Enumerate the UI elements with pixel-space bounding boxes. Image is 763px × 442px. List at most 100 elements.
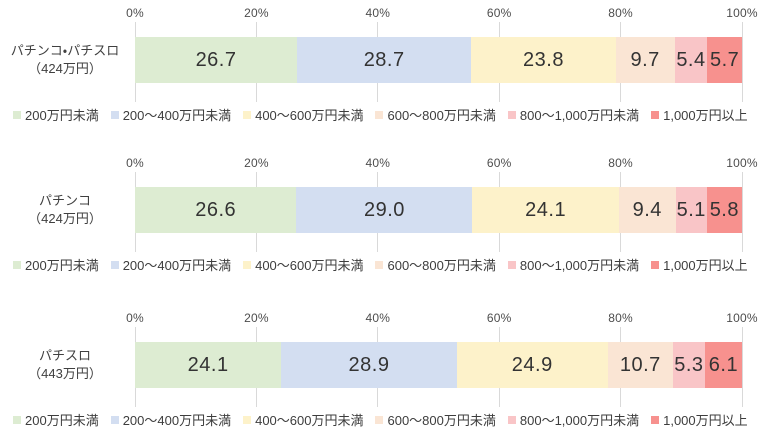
axis-tick-label: 0% xyxy=(126,156,144,170)
legend-item-under-200: 200万円未満 xyxy=(13,105,99,124)
segment-value: 10.7 xyxy=(619,353,661,376)
axis-tick-label: 20% xyxy=(244,6,269,20)
bar-segment-over-1000: 6.1 xyxy=(704,342,742,388)
bar-segment-400-600: 24.9 xyxy=(456,342,608,388)
legend-swatch-icon xyxy=(13,110,21,119)
plot-area: 0% 20% 40% 60% 80% 100% 26.6 29.0 24.1 9.4 5.1 5.8 xyxy=(126,150,758,252)
legend: 200万円未満 200～400万円未満 400～600万円未満 600～800万円未満… xyxy=(13,105,761,124)
axis-tick-label: 100% xyxy=(726,6,758,20)
plot-area: 0% 20% 40% 60% 80% 100% 26.7 28.7 23.8 9.7 5.4 5.7 xyxy=(126,0,758,102)
legend-item-under-200: 200万円未満 xyxy=(13,255,99,274)
segment-value: 24.9 xyxy=(511,353,553,376)
legend-swatch-icon xyxy=(110,260,119,269)
legend-swatch-icon xyxy=(651,415,660,424)
bar-segment-over-1000: 5.8 xyxy=(706,187,742,233)
bar-segment-200-400: 28.7 xyxy=(297,37,472,83)
legend-swatch-icon xyxy=(243,110,252,119)
legend-label: 400～600万円未満 xyxy=(255,258,364,273)
bar-segment-600-800: 9.4 xyxy=(618,187,676,233)
legend-item-600-800: 600～800万円未満 xyxy=(375,410,496,429)
legend-swatch-icon xyxy=(13,415,21,424)
row-label-name: パチンコ・パチスロ xyxy=(10,42,120,58)
legend-swatch-icon xyxy=(507,415,516,424)
legend-swatch-icon xyxy=(507,260,516,269)
segment-value: 23.8 xyxy=(523,48,564,71)
chart-block-2: 0% 20% 40% 60% 80% 100% 26.6 29.0 24.1 9.4 5.1 5.8 パ… xyxy=(0,150,763,287)
legend-swatch-icon xyxy=(375,415,384,424)
legend-swatch-icon xyxy=(110,415,119,424)
gridline xyxy=(741,172,743,252)
axis-tick-label: 60% xyxy=(486,311,512,325)
row-label: パチスロ （443万円） xyxy=(0,342,130,388)
bar-segment-800-1000: 5.4 xyxy=(674,37,708,83)
legend-item-200-400: 200～400万円未満 xyxy=(110,410,232,429)
axis-tick-label: 20% xyxy=(244,156,269,170)
legend-swatch-icon xyxy=(375,260,384,269)
legend-item-400-600: 400～600万円未満 xyxy=(243,255,363,274)
legend-label: 200～400万円未満 xyxy=(122,258,232,273)
axis-tick-label: 0% xyxy=(126,6,144,20)
row-label-income: （424万円） xyxy=(28,61,102,76)
axis-tick-label: 100% xyxy=(726,156,758,170)
legend-label: 800～1,000万円未満 xyxy=(519,258,640,273)
legend-item-800-1000: 800～1,000万円未満 xyxy=(507,105,640,124)
legend-label: 200～400万円未満 xyxy=(122,108,232,123)
bar-segment-800-1000: 5.1 xyxy=(675,187,707,233)
legend-label: 800～1,000万円未満 xyxy=(519,108,640,123)
axis-tick-label: 40% xyxy=(365,156,391,170)
row-label-income: （443万円） xyxy=(28,366,102,381)
legend-item-600-800: 600～800万円未満 xyxy=(375,105,496,124)
row-label-income: （424万円） xyxy=(28,211,102,226)
segment-value: 24.1 xyxy=(525,198,567,221)
legend-label: 800～1,000万円未満 xyxy=(519,413,640,428)
bar-segment-200-400: 28.9 xyxy=(281,342,457,388)
legend-label: 200万円未満 xyxy=(25,108,99,123)
axis-tick-label: 0% xyxy=(126,311,144,325)
segment-value: 5.1 xyxy=(676,198,706,221)
legend-label: 1,000万円以上 xyxy=(663,258,748,273)
legend-label: 200万円未満 xyxy=(25,413,99,428)
legend-item-600-800: 600～800万円未満 xyxy=(375,255,496,274)
legend-item-over-1000: 1,000万円以上 xyxy=(651,105,748,124)
chart-block-3: 0% 20% 40% 60% 80% 100% 24.1 28.9 24.9 10.7 5.3 6.1… xyxy=(0,305,763,442)
segment-value: 28.9 xyxy=(348,353,390,376)
axis-tick-label: 40% xyxy=(365,311,391,325)
legend-item-over-1000: 1,000万円以上 xyxy=(651,255,748,274)
legend-swatch-icon xyxy=(507,110,516,119)
segment-value: 5.7 xyxy=(710,48,740,71)
legend-item-under-200: 200万円未満 xyxy=(13,410,99,429)
legend-swatch-icon xyxy=(651,110,660,119)
segment-value: 5.4 xyxy=(676,48,706,71)
axis-tick-label: 80% xyxy=(608,6,633,20)
legend-item-over-1000: 1,000万円以上 xyxy=(651,410,748,429)
legend-label: 600～800万円未満 xyxy=(387,258,496,273)
legend-item-200-400: 200～400万円未満 xyxy=(110,255,232,274)
segment-value: 5.3 xyxy=(674,353,704,376)
stacked-bar: 26.7 28.7 23.8 9.7 5.4 5.7 xyxy=(135,37,742,83)
stacked-bar: 26.6 29.0 24.1 9.4 5.1 5.8 xyxy=(135,187,742,233)
bar-segment-400-600: 23.8 xyxy=(471,37,616,83)
row-label: パチンコ・パチスロ （424万円） xyxy=(0,37,130,83)
legend-item-200-400: 200～400万円未満 xyxy=(110,105,232,124)
legend-item-400-600: 400～600万円未満 xyxy=(243,410,363,429)
segment-value: 6.1 xyxy=(708,353,739,376)
legend-label: 600～800万円未満 xyxy=(387,108,496,123)
legend-label: 1,000万円以上 xyxy=(663,413,748,428)
plot-area: 0% 20% 40% 60% 80% 100% 24.1 28.9 24.9 10.7 5.3 6.1 xyxy=(126,305,758,407)
bar-segment-under-200: 26.6 xyxy=(135,187,297,233)
legend-swatch-icon xyxy=(651,260,660,269)
segment-value: 28.7 xyxy=(363,48,405,71)
axis-tick-label: 100% xyxy=(726,311,758,325)
axis-tick-label: 60% xyxy=(486,156,512,170)
axis-tick-label: 60% xyxy=(486,6,512,20)
bar-segment-over-1000: 5.7 xyxy=(707,37,742,83)
gridline xyxy=(741,22,743,102)
bar-segment-under-200: 26.7 xyxy=(135,37,298,83)
bar-segment-200-400: 29.0 xyxy=(296,187,473,233)
legend-swatch-icon xyxy=(110,110,119,119)
legend: 200万円未満 200～400万円未満 400～600万円未満 600～800万円未満… xyxy=(13,410,761,429)
legend-label: 200～400万円未満 xyxy=(122,413,232,428)
legend-swatch-icon xyxy=(243,260,252,269)
axis-tick-label: 20% xyxy=(244,311,269,325)
gridline xyxy=(741,327,743,407)
